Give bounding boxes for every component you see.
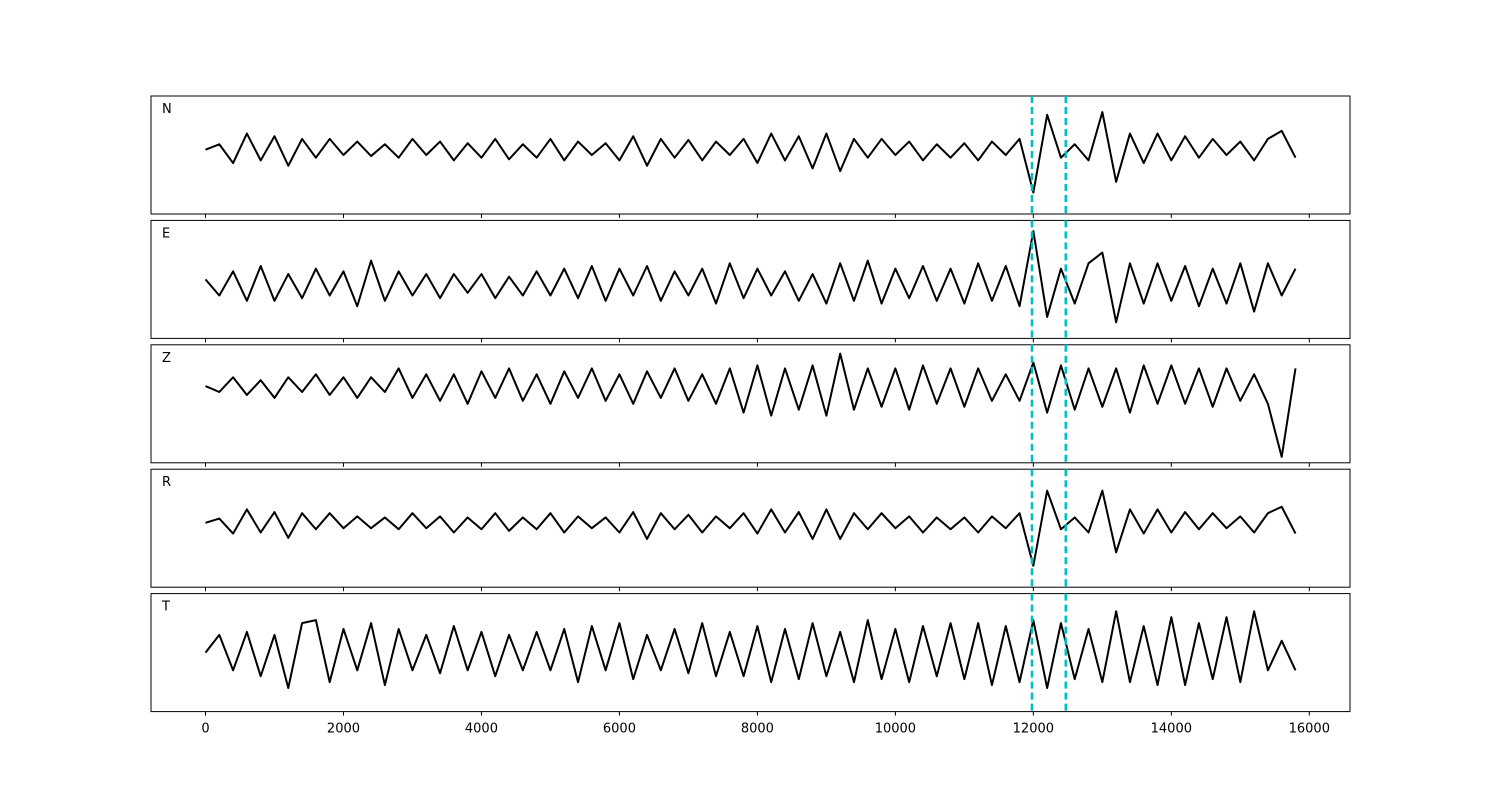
- x-tick-label: 8000: [741, 722, 774, 737]
- panel-frame: [150, 95, 1351, 215]
- x-tick-label: 16000: [1289, 722, 1330, 737]
- panel-frame: [150, 344, 1351, 464]
- panel-frame: [150, 219, 1351, 339]
- trace: [205, 489, 1297, 567]
- x-tick-label: 4000: [465, 722, 498, 737]
- panel-label: T: [161, 600, 170, 615]
- panel-label: E: [162, 226, 170, 241]
- x-tick-label: 14000: [1151, 722, 1192, 737]
- panel-label: N: [162, 102, 172, 117]
- trace: [205, 111, 1297, 194]
- x-tick-label: 0: [201, 722, 209, 737]
- panel-frame: [150, 468, 1351, 588]
- trace: [204, 230, 1297, 324]
- x-tick-label: 2000: [327, 722, 360, 737]
- x-tick-label: 6000: [603, 722, 636, 737]
- panel-label: Z: [162, 351, 171, 366]
- x-tick-label: 12000: [1013, 722, 1054, 737]
- trace: [204, 610, 1297, 689]
- panel-label: R: [162, 475, 171, 490]
- x-tick-label: 10000: [875, 722, 916, 737]
- trace: [205, 352, 1297, 458]
